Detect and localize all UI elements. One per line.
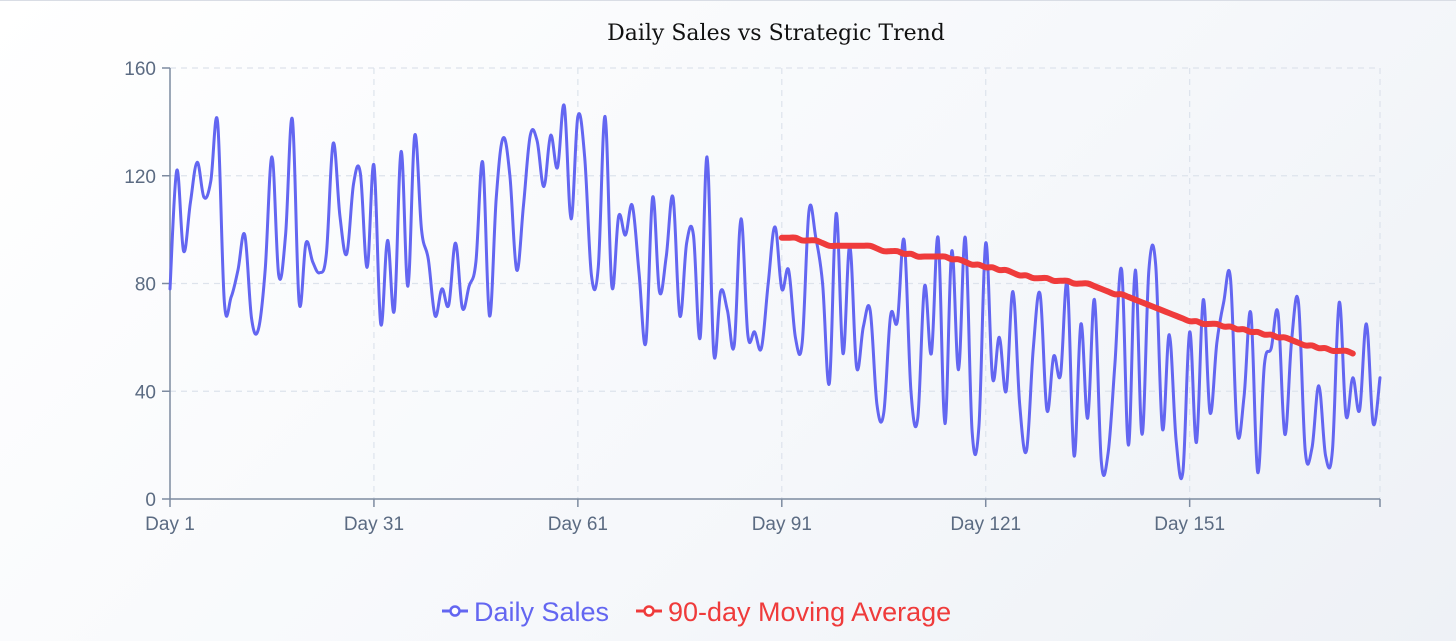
- x-tick-label: Day 121: [950, 514, 1021, 535]
- legend[interactable]: Daily Sales 90-day Moving Average: [442, 597, 951, 627]
- legend-marker-icon: [643, 605, 655, 617]
- axes: [169, 68, 1381, 507]
- x-tick-label: Day 151: [1154, 514, 1225, 535]
- y-tick-label: 80: [135, 275, 156, 296]
- legend-marker-icon: [449, 605, 461, 617]
- x-axis-ticks: Day 1 Day 31 Day 61 Day 91 Day 121 Day 151: [145, 499, 1225, 535]
- y-tick-label: 120: [124, 167, 156, 188]
- legend-label: 90-day Moving Average: [668, 597, 951, 627]
- x-tick-label: Day 91: [752, 514, 812, 535]
- legend-item-moving-average[interactable]: 90-day Moving Average: [636, 597, 951, 627]
- x-tick-label: Day 61: [548, 514, 608, 535]
- y-tick-label: 40: [135, 382, 156, 403]
- x-tick-label: Day 31: [344, 514, 404, 535]
- top-border: [0, 0, 1456, 1]
- series-line-moving-average: [778, 234, 1356, 357]
- y-tick-label: 0: [145, 490, 156, 511]
- legend-label: Daily Sales: [474, 597, 609, 627]
- legend-item-daily-sales[interactable]: Daily Sales: [442, 597, 609, 627]
- series-line-daily-sales: [168, 103, 1382, 481]
- y-tick-label: 160: [124, 59, 156, 80]
- x-tick-label: Day 1: [145, 514, 195, 535]
- series-group: [168, 103, 1382, 481]
- y-axis-ticks: 0 40 80 120 160: [124, 59, 170, 511]
- chart-title: Daily Sales vs Strategic Trend: [607, 21, 945, 46]
